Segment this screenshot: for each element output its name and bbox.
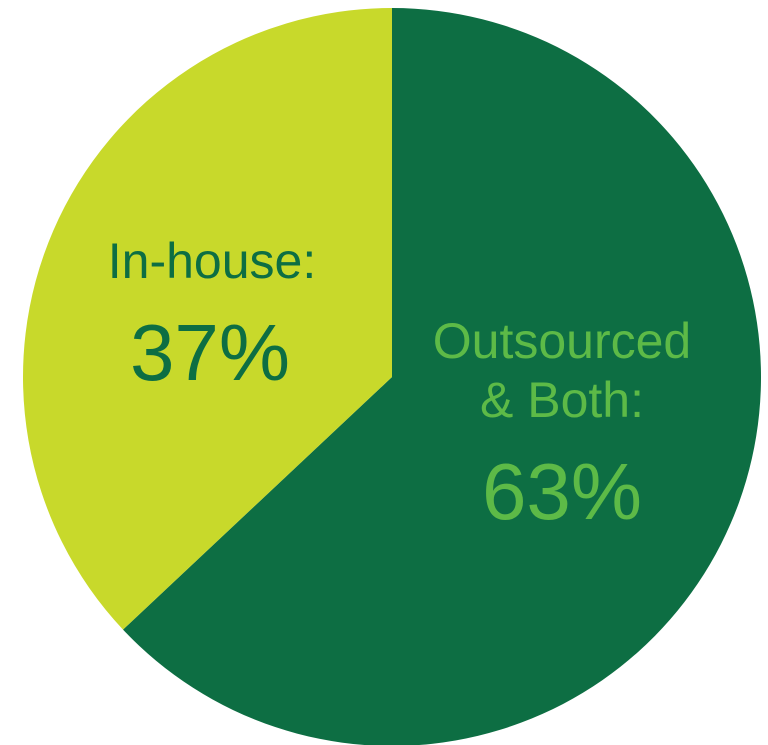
slice-value-outsourced: 63% bbox=[482, 447, 642, 536]
pie-slice-in-house bbox=[22, 8, 392, 630]
pie-slices bbox=[22, 8, 761, 745]
slice-value-in-house: 37% bbox=[130, 308, 290, 397]
slice-label-outsourced-line-2: & Both: bbox=[480, 372, 644, 428]
pie-slice-outsourced-both bbox=[123, 8, 761, 745]
slice-label-in-house: In-house: 37% bbox=[108, 233, 316, 397]
slice-label-in-house-line-1: In-house: bbox=[108, 233, 316, 289]
slice-label-outsourced-both: Outsourced & Both: 63% bbox=[433, 313, 691, 536]
slice-label-outsourced-line-1: Outsourced bbox=[433, 313, 691, 369]
